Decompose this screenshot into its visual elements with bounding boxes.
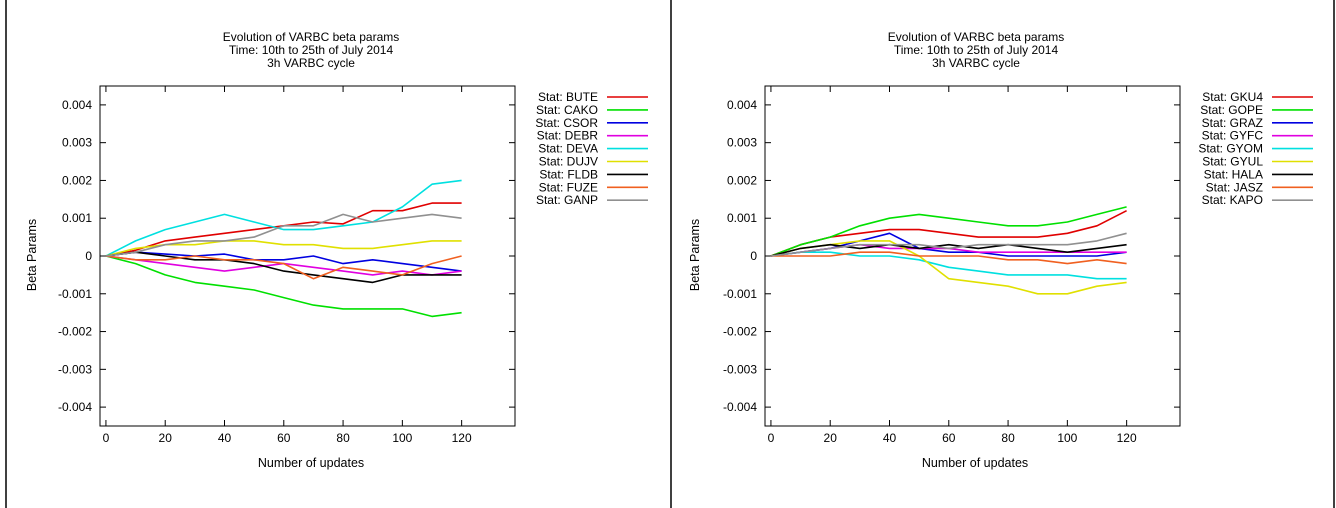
legend-label-hala: Stat: HALA [1204, 167, 1263, 181]
series-line-ganp [105, 213, 462, 257]
axis-ticks: 0.004 0.003 0.002 0.001 0 -0.001 -0.002 -0.003 -… [723, 86, 1180, 445]
series-lines [770, 206, 1127, 295]
x-tick-label: 80 [336, 431, 350, 445]
y-tick-label: 0 [85, 249, 92, 263]
chart-title: Evolution of VARBC beta params [223, 30, 400, 44]
legend-label-kapo: Stat: KAPO [1202, 193, 1263, 207]
x-axis-label: Number of updates [922, 456, 1028, 470]
chart-subtitle-line-2: 3h VARBC cycle [932, 56, 1020, 70]
x-tick-label: 40 [883, 431, 897, 445]
series-line-gope [770, 206, 1127, 257]
x-tick-label: 100 [1057, 431, 1077, 445]
chart-subtitle-line-1: Time: 10th to 25th of July 2014 [229, 43, 394, 57]
y-tick-label: -0.002 [58, 325, 92, 339]
series-line-kapo [770, 232, 1127, 257]
series-line-hala [770, 243, 1127, 257]
y-tick-label: 0.003 [727, 136, 757, 150]
y-tick-label: -0.001 [58, 287, 92, 301]
x-tick-label: 60 [942, 431, 956, 445]
y-tick-label: 0.003 [62, 136, 92, 150]
y-tick-label: -0.004 [58, 400, 92, 414]
series-line-deva [105, 179, 462, 257]
x-tick-label: 120 [452, 431, 472, 445]
x-tick-label: 100 [392, 431, 412, 445]
legend-label-gku4: Stat: GKU4 [1202, 90, 1263, 104]
legend-label-bute: Stat: BUTE [538, 90, 598, 104]
y-tick-label: 0.004 [62, 98, 92, 112]
legend-label-gyul: Stat: GYUL [1202, 155, 1263, 169]
x-tick-label: 80 [1001, 431, 1015, 445]
y-axis-label: Beta Params [25, 219, 39, 291]
y-tick-label: -0.003 [58, 362, 92, 376]
y-tick-label: 0.004 [727, 98, 757, 112]
x-tick-label: 0 [768, 431, 775, 445]
series-line-gyom [770, 251, 1127, 280]
y-tick-label: 0.001 [62, 211, 92, 225]
series-line-fuze [105, 255, 462, 280]
legend-label-fuze: Stat: FUZE [539, 180, 598, 194]
legend-label-gope: Stat: GOPE [1200, 103, 1263, 117]
y-tick-label: 0 [750, 249, 757, 263]
y-tick-label: -0.001 [723, 287, 757, 301]
chart-subtitle-line-1: Time: 10th to 25th of July 2014 [894, 43, 1059, 57]
y-tick-label: 0.002 [727, 173, 757, 187]
x-tick-label: 40 [218, 431, 232, 445]
x-axis-label: Number of updates [258, 456, 364, 470]
y-tick-label: -0.004 [723, 400, 757, 414]
legend-label-ganp: Stat: GANP [536, 193, 598, 207]
axis-ticks: 0.004 0.003 0.002 0.001 0 -0.001 -0.002 -0.003 -… [58, 86, 515, 445]
x-tick-label: 0 [103, 431, 110, 445]
legend-label-graz: Stat: GRAZ [1202, 116, 1263, 130]
legend-label-debr: Stat: DEBR [537, 129, 599, 143]
series-line-csor [105, 251, 462, 272]
series-line-jasz [770, 251, 1127, 265]
series-line-cako [105, 255, 462, 318]
legend-label-jasz: Stat: JASZ [1206, 180, 1263, 194]
y-tick-label: -0.002 [723, 325, 757, 339]
legend-label-fldb: Stat: FLDB [539, 167, 598, 181]
x-tick-label: 20 [824, 431, 838, 445]
legend-label-cako: Stat: CAKO [536, 103, 598, 117]
x-tick-label: 60 [277, 431, 291, 445]
chart-subtitle-line-2: 3h VARBC cycle [267, 56, 355, 70]
chart-panel-left: Evolution of VARBC beta params Time: 10t… [25, 30, 648, 470]
x-tick-label: 20 [159, 431, 173, 445]
y-tick-label: -0.003 [723, 362, 757, 376]
legend-label-deva: Stat: DEVA [538, 142, 598, 156]
x-tick-label: 120 [1117, 431, 1137, 445]
chart-title: Evolution of VARBC beta params [888, 30, 1065, 44]
series-lines [105, 179, 462, 318]
y-tick-label: 0.002 [62, 173, 92, 187]
y-axis-label: Beta Params [688, 219, 702, 291]
legend-label-gyom: Stat: GYOM [1198, 142, 1263, 156]
legend-label-dujv: Stat: DUJV [539, 155, 598, 169]
legend-label-csor: Stat: CSOR [535, 116, 598, 130]
chart-panel-right: Evolution of VARBC beta params Time: 10t… [688, 30, 1313, 470]
legend-label-gyfc: Stat: GYFC [1202, 129, 1264, 143]
y-tick-label: 0.001 [727, 211, 757, 225]
